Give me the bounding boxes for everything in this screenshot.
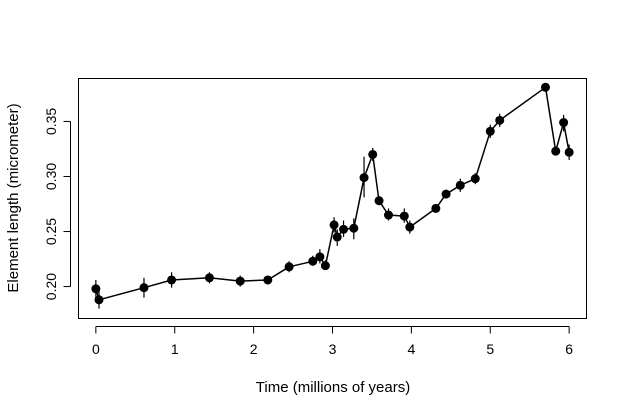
data-point: [315, 252, 325, 262]
data-point: [284, 262, 294, 272]
data-point: [349, 223, 359, 233]
data-point: [167, 275, 177, 285]
y-tick-label: 0.20: [43, 273, 59, 300]
x-tick-label: 3: [329, 341, 337, 357]
y-tick-label: 0.25: [43, 218, 59, 245]
y-axis-title: Element length (micrometer): [5, 103, 22, 292]
data-point: [94, 295, 104, 305]
data-point: [368, 149, 378, 159]
x-axis-title: Time (millions of years): [256, 379, 410, 396]
data-point: [384, 210, 394, 220]
x-tick-label: 5: [486, 341, 494, 357]
data-point: [405, 222, 415, 232]
data-point: [564, 147, 574, 157]
data-point: [485, 126, 495, 136]
data-point: [91, 284, 101, 294]
data-point: [399, 211, 409, 221]
data-point: [495, 115, 505, 125]
x-tick-label: 2: [250, 341, 258, 357]
x-axis: 0 1 2 3 4 5 6: [92, 326, 573, 357]
data-point: [431, 203, 441, 213]
data-point: [540, 82, 550, 92]
data-point: [551, 146, 561, 156]
data-point: [332, 232, 342, 242]
x-tick-label: 6: [565, 341, 573, 357]
plot-frame: [78, 78, 587, 319]
data-point: [329, 220, 339, 230]
x-tick-label: 4: [407, 341, 415, 357]
data-points: [91, 82, 574, 305]
y-tick-label: 0.30: [43, 163, 59, 190]
data-point: [139, 283, 149, 293]
data-point: [339, 224, 349, 234]
x-tick-label: 0: [92, 341, 100, 357]
data-point: [320, 261, 330, 271]
data-point: [470, 174, 480, 184]
data-point: [359, 173, 369, 183]
data-point: [235, 276, 245, 286]
y-tick-label: 0.35: [43, 108, 59, 135]
data-point: [455, 180, 465, 190]
y-axis: 0.20 0.25 0.30 0.35: [43, 108, 71, 300]
data-point: [263, 275, 273, 285]
data-point: [441, 189, 451, 199]
data-point: [204, 273, 214, 283]
data-point: [308, 256, 318, 266]
data-point: [559, 118, 569, 128]
data-point: [374, 196, 384, 206]
x-tick-label: 1: [171, 341, 179, 357]
